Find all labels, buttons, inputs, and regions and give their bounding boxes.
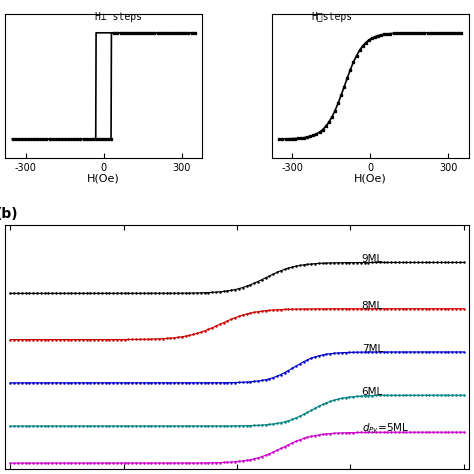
X-axis label: H(Oe): H(Oe) (354, 174, 387, 184)
Text: H⊥ steps: H⊥ steps (95, 12, 142, 22)
Text: 7ML: 7ML (362, 344, 383, 354)
Text: 8ML: 8ML (362, 301, 383, 310)
Text: 6ML: 6ML (362, 387, 383, 397)
Text: H∥steps: H∥steps (311, 12, 352, 22)
Text: $d_{Py}$=5ML: $d_{Py}$=5ML (362, 422, 409, 437)
X-axis label: H(Oe): H(Oe) (87, 174, 120, 184)
Text: 9ML: 9ML (362, 255, 383, 264)
Text: (b): (b) (0, 207, 18, 220)
